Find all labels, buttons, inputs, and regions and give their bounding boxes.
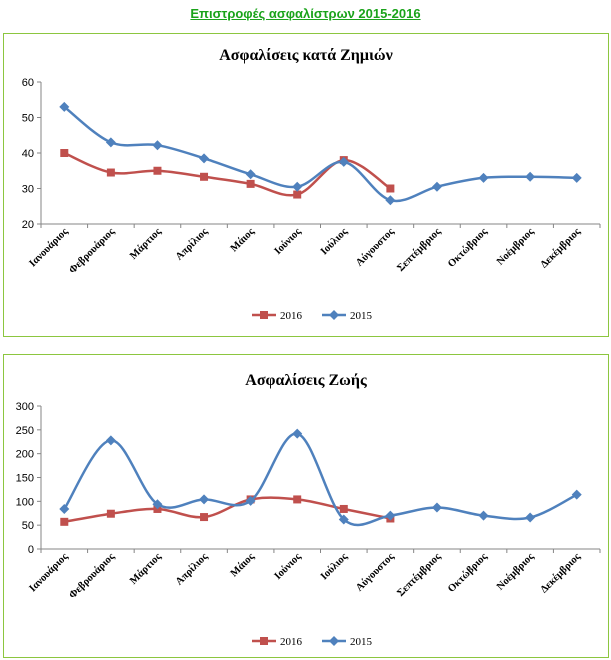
x-tick-label: Μάρτιος	[128, 551, 164, 587]
data-point-2015	[245, 495, 256, 506]
data-point-2016	[106, 509, 115, 518]
legend-entry-2015: 2015	[322, 636, 373, 648]
data-point-2015	[292, 428, 303, 439]
x-tick-label: Δεκέμβριος	[539, 551, 584, 596]
legend-marker	[260, 637, 268, 645]
data-point-2015	[199, 153, 210, 164]
x-tick-label: Νοέμβριος	[495, 226, 537, 268]
legend-label: 2016	[280, 636, 303, 648]
chart-damage-insurance: Ασφαλίσεις κατά Ζημιών 20 30 40 50 60 Ιανουάρι…	[3, 33, 609, 337]
legend-label: 2016	[280, 310, 303, 322]
legend-entry-2016: 2016	[252, 310, 303, 322]
x-tick-label: Ιούνιος	[273, 551, 304, 582]
data-point-2016	[200, 513, 209, 522]
x-tick-label: Αύγουστος	[354, 551, 397, 594]
y-tick-label: 30	[22, 184, 34, 196]
data-point-2015	[292, 181, 303, 192]
data-point-2015	[245, 169, 256, 180]
y-tick-label: 200	[16, 449, 34, 461]
legend-entry-2016: 2016	[252, 636, 303, 648]
data-point-2015	[431, 502, 442, 513]
y-tick-label: 0	[28, 544, 34, 556]
x-tick-label: Φεβρουάριος	[67, 551, 117, 601]
data-point-2016	[200, 172, 209, 181]
legend-marker	[260, 311, 268, 319]
x-tick-label: Σεπτέμβριος	[395, 551, 443, 599]
data-point-2015	[571, 489, 582, 500]
data-point-2015	[152, 140, 163, 151]
x-tick-label: Μάιος	[229, 226, 257, 254]
y-tick-label: 150	[16, 473, 34, 485]
x-tick-label: Μάιος	[229, 551, 257, 579]
page-title: Επιστροφές ασφαλίστρων 2015-2016	[190, 6, 421, 21]
chart-damage-insurance-svg: Ασφαλίσεις κατά Ζημιών 20 30 40 50 60 Ιανουάρι…	[22, 47, 601, 322]
legend-label: 2015	[350, 310, 373, 322]
data-point-2016	[293, 495, 302, 504]
data-point-2016	[386, 184, 395, 193]
data-point-2015	[385, 195, 396, 206]
data-point-2016	[246, 179, 255, 188]
data-point-2015	[478, 510, 489, 521]
chart-life-insurance-svg: Ασφαλίσεις Ζωής 0 50 100 150 200 250 300 Ιανουάρ…	[16, 372, 601, 648]
data-point-2015	[199, 494, 210, 505]
data-point-2015	[338, 514, 349, 525]
y-tick-label: 250	[16, 425, 34, 437]
data-point-2015	[152, 499, 163, 510]
data-point-2015	[59, 503, 70, 514]
data-point-2015	[105, 137, 116, 148]
x-tick-label: Μάρτιος	[128, 226, 164, 262]
x-tick-label: Οκτώβριος	[446, 551, 490, 595]
x-tick-label: Νοέμβριος	[495, 551, 537, 593]
chart-life-insurance: Ασφαλίσεις Ζωής 0 50 100 150 200 250 300 Ιανουάρ…	[3, 354, 609, 658]
data-point-2016	[153, 166, 162, 175]
data-point-2015	[105, 435, 116, 446]
series-line-2015	[63, 105, 577, 203]
legend-marker	[329, 310, 339, 320]
x-tick-label: Ιανουάριος	[27, 551, 70, 594]
data-point-2015	[478, 172, 489, 183]
y-tick-label: 50	[22, 520, 34, 532]
y-tick-label: 40	[22, 148, 34, 160]
x-tick-label: Ιούλιος	[319, 551, 350, 582]
x-tick-label: Ιούλιος	[319, 226, 350, 257]
data-point-2015	[525, 512, 536, 523]
legend-entry-2015: 2015	[322, 310, 373, 322]
y-tick-label: 100	[16, 496, 34, 508]
data-point-2016	[60, 517, 69, 526]
x-tick-label: Ιούνιος	[273, 226, 304, 257]
data-point-2015	[431, 181, 442, 192]
chart-title: Ασφαλίσεις Ζωής	[245, 372, 367, 389]
x-tick-label: Φεβρουάριος	[67, 226, 117, 276]
data-point-2016	[293, 190, 302, 199]
y-tick-label: 50	[22, 113, 34, 125]
chart-title: Ασφαλίσεις κατά Ζημιών	[219, 47, 393, 64]
y-tick-label: 300	[16, 401, 34, 413]
x-tick-label: Δεκέμβριος	[539, 226, 584, 271]
y-tick-label: 20	[22, 219, 34, 231]
data-point-2016	[106, 168, 115, 177]
x-tick-label: Ιανουάριος	[27, 226, 70, 269]
x-tick-label: Σεπτέμβριος	[395, 226, 443, 274]
x-tick-label: Απρίλιος	[174, 551, 211, 588]
y-tick-label: 60	[22, 77, 34, 89]
data-point-2015	[525, 171, 536, 182]
data-point-2015	[338, 156, 349, 167]
x-tick-label: Αύγουστος	[354, 226, 397, 269]
data-point-2016	[339, 504, 348, 513]
legend-marker	[329, 636, 339, 646]
data-point-2015	[59, 101, 70, 112]
series-line-2015	[63, 432, 578, 527]
data-point-2016	[60, 149, 69, 157]
x-tick-label: Απρίλιος	[174, 226, 211, 263]
x-tick-label: Οκτώβριος	[446, 226, 490, 270]
data-point-2015	[571, 172, 582, 183]
legend-label: 2015	[350, 636, 373, 648]
